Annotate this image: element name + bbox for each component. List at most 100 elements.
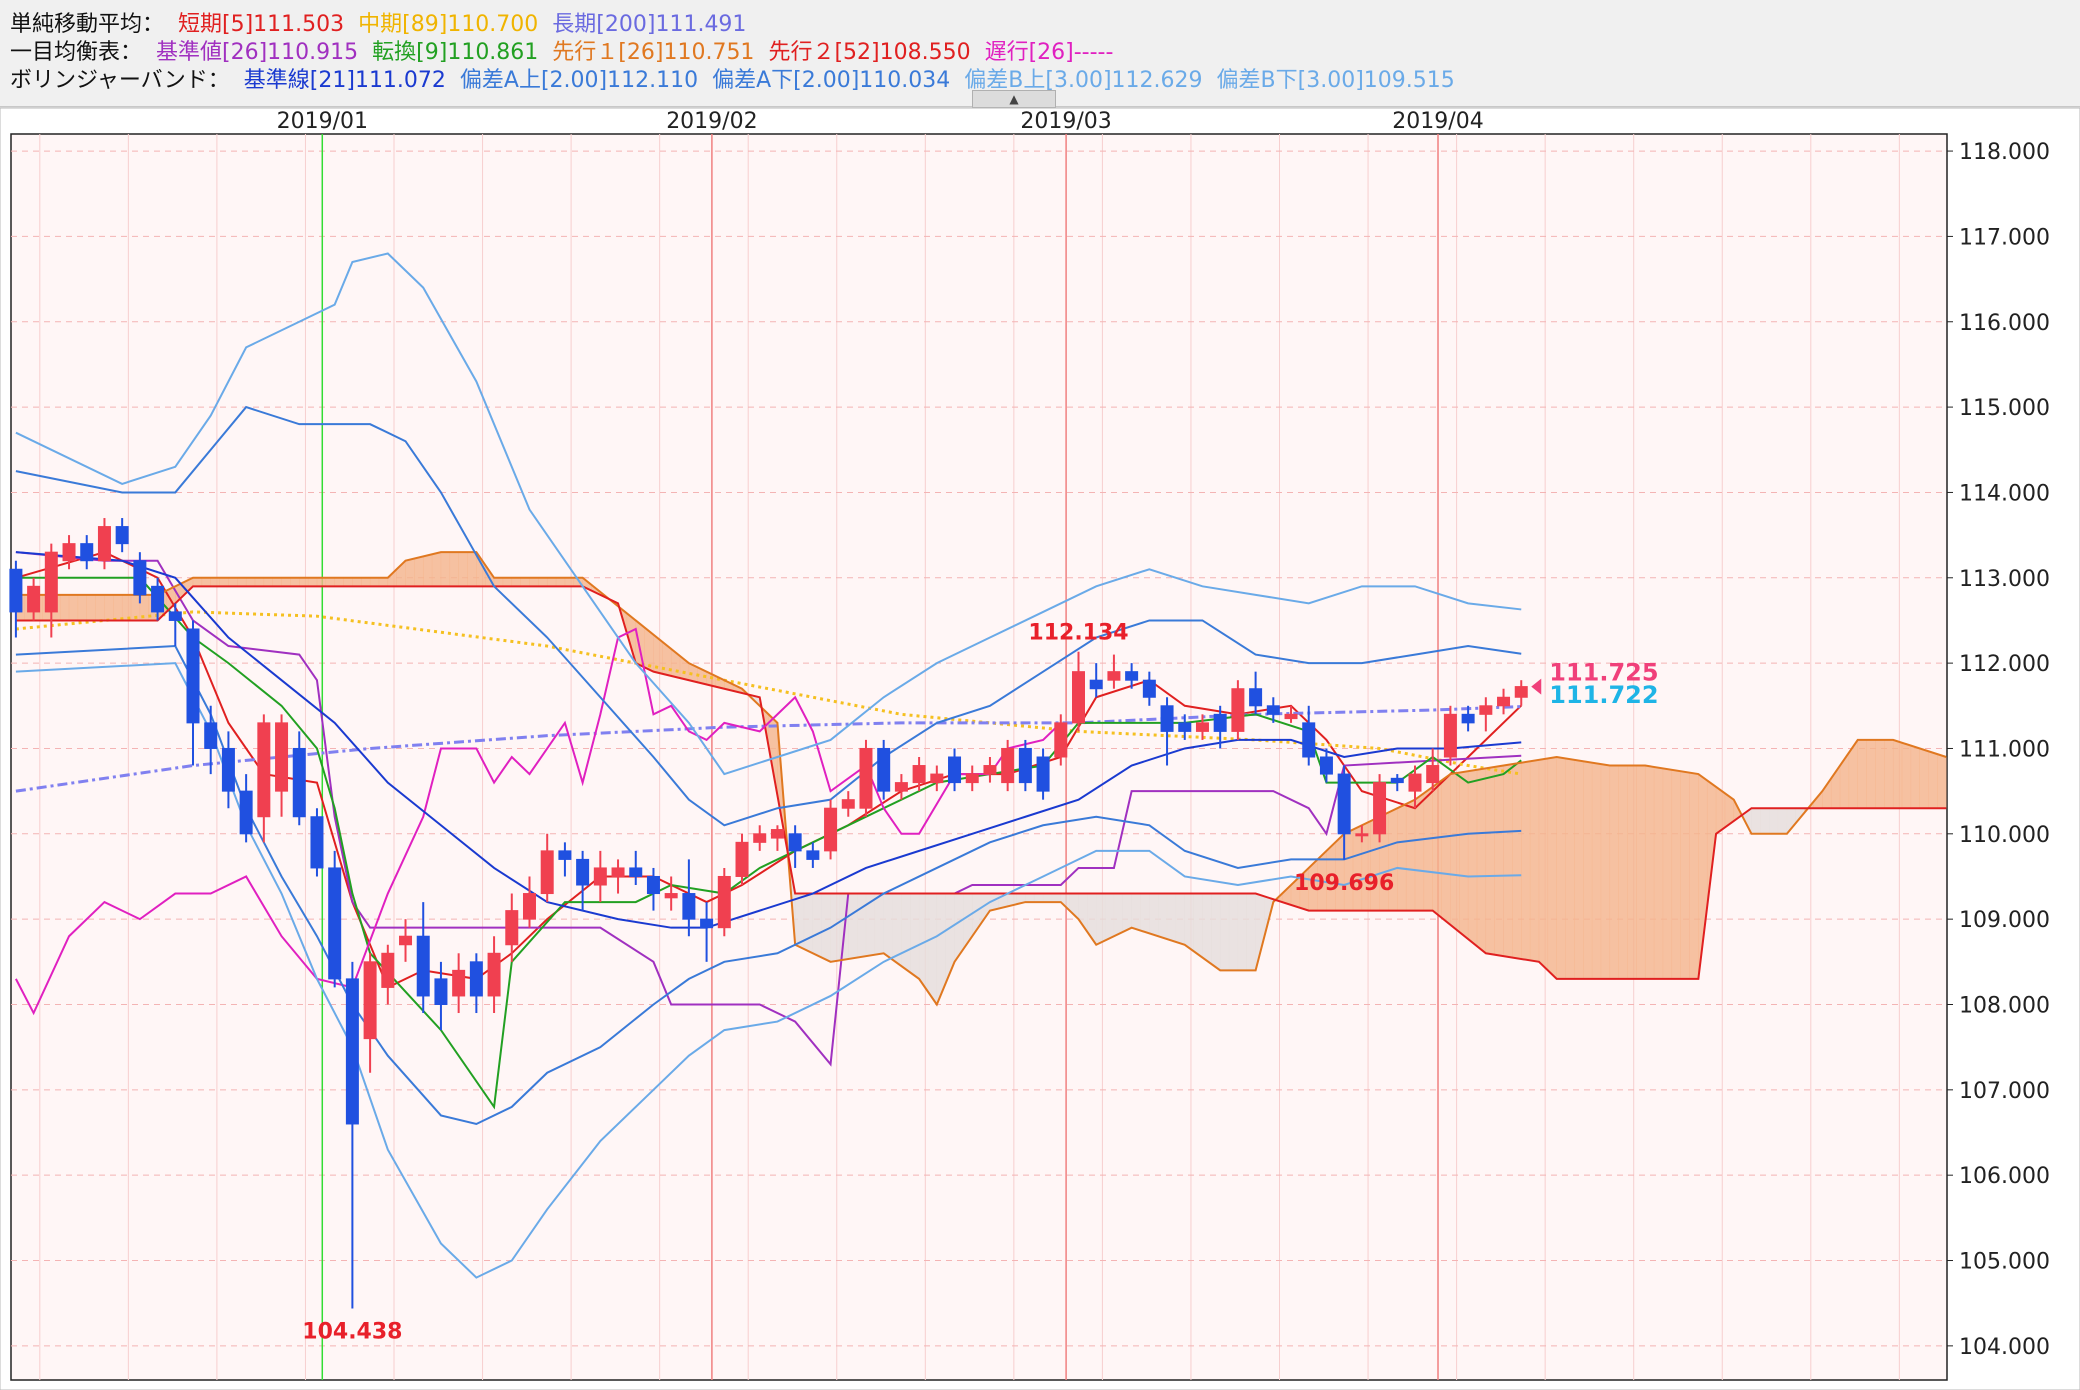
candle-body (1142, 679, 1156, 698)
cloud (1618, 765, 1628, 980)
y-tick-label: 112.000 (1959, 652, 2050, 677)
cloud (1636, 765, 1646, 980)
indicator-line (15, 551, 1522, 1067)
cloud (263, 577, 273, 587)
cloud (68, 594, 79, 621)
cloud (1122, 893, 1132, 933)
cloud (307, 577, 318, 587)
plot-area (10, 133, 1948, 1381)
cloud (1689, 772, 1699, 980)
extreme-label: 109.696 (1294, 871, 1394, 896)
cloud (927, 893, 938, 1006)
candle-body (841, 799, 855, 809)
legend-item: 遅行[26]----- (984, 40, 1114, 65)
cloud (546, 577, 557, 587)
cloud (86, 594, 96, 621)
candle-body (292, 747, 306, 818)
candle-body (629, 867, 643, 877)
indicator-line (15, 627, 1062, 1016)
cloud (1671, 769, 1681, 980)
candle-body (399, 935, 413, 946)
candle-body (434, 978, 448, 1005)
candle-body (1302, 722, 1316, 758)
cloud (1547, 756, 1557, 980)
legend-item: 中期[89]110.700 (358, 12, 539, 37)
cloud (360, 577, 371, 587)
cloud (1166, 893, 1177, 943)
cloud (1042, 893, 1053, 903)
cloud (1193, 893, 1203, 959)
candle-body (345, 978, 359, 1125)
cloud (1237, 893, 1247, 971)
cloud (1432, 779, 1442, 919)
candle-body (310, 816, 324, 869)
cloud (1565, 758, 1575, 980)
y-tick-label: 106.000 (1959, 1164, 2050, 1189)
cloud (1538, 758, 1549, 971)
cloud (422, 553, 433, 587)
candle-body (824, 807, 838, 852)
cloud (325, 577, 335, 587)
cloud (1503, 763, 1513, 958)
cloud (1450, 772, 1460, 933)
cloud (272, 577, 282, 587)
cloud (1202, 893, 1212, 965)
y-tick-label: 104.000 (1959, 1335, 2050, 1360)
candle-body (788, 833, 802, 852)
indicator-line (15, 551, 1947, 1007)
cloud (1467, 769, 1478, 947)
legend-item: ボリンジャーバンド： (10, 68, 230, 93)
cloud (1512, 762, 1522, 960)
cloud (1609, 765, 1619, 980)
cloud (1600, 763, 1611, 980)
cloud (1095, 893, 1106, 946)
y-tick-label: 113.000 (1959, 567, 2050, 592)
candle-body (558, 850, 572, 860)
cloud (1937, 753, 1947, 809)
candle-body (1497, 696, 1511, 707)
y-tick-label: 107.000 (1959, 1079, 2050, 1104)
price-marker (1531, 678, 1542, 695)
candle-body (522, 893, 536, 920)
legend-item: 長期[200]111.491 (552, 12, 747, 37)
cloud (1405, 799, 1416, 911)
cloud (77, 594, 87, 621)
cloud (874, 893, 884, 956)
candle-body (983, 765, 997, 775)
y-tick-label: 105.000 (1959, 1250, 2050, 1275)
candle-body (452, 969, 466, 997)
cloud (1149, 893, 1159, 937)
cloud (192, 577, 203, 587)
cloud (1662, 768, 1673, 980)
candle-body (593, 867, 607, 886)
indicator-line (15, 645, 1522, 1126)
x-tick-label: 2019/04 (1392, 109, 1483, 134)
cloud (210, 577, 220, 587)
candle-body (1390, 777, 1404, 784)
candle-body (611, 867, 625, 877)
candle-body (1160, 705, 1174, 732)
cloud (405, 558, 415, 587)
cloud (1414, 792, 1425, 911)
candle-body (894, 782, 908, 792)
candle-body (1089, 679, 1103, 690)
cloud (414, 556, 424, 587)
legend-item: 先行２[52]108.550 (768, 40, 971, 65)
cloud (1219, 893, 1230, 971)
cloud (1521, 760, 1531, 961)
cloud (1352, 824, 1363, 911)
cloud (1760, 807, 1770, 835)
cloud (104, 594, 114, 621)
legend-item: 偏差A下[2.00]110.034 (712, 68, 951, 93)
cloud (1627, 765, 1637, 980)
cloud (1857, 739, 1867, 809)
cloud (538, 577, 548, 587)
candle-body (1266, 705, 1280, 715)
legend-item: 偏差B上[3.00]112.629 (964, 68, 1203, 93)
cloud (95, 594, 105, 621)
cloud (378, 577, 389, 587)
legend-row: ボリンジャーバンド： 基準線[21]111.072 偏差A上[2.00]112.11… (10, 62, 1469, 94)
candle-body (735, 841, 749, 877)
cloud (1140, 893, 1150, 934)
